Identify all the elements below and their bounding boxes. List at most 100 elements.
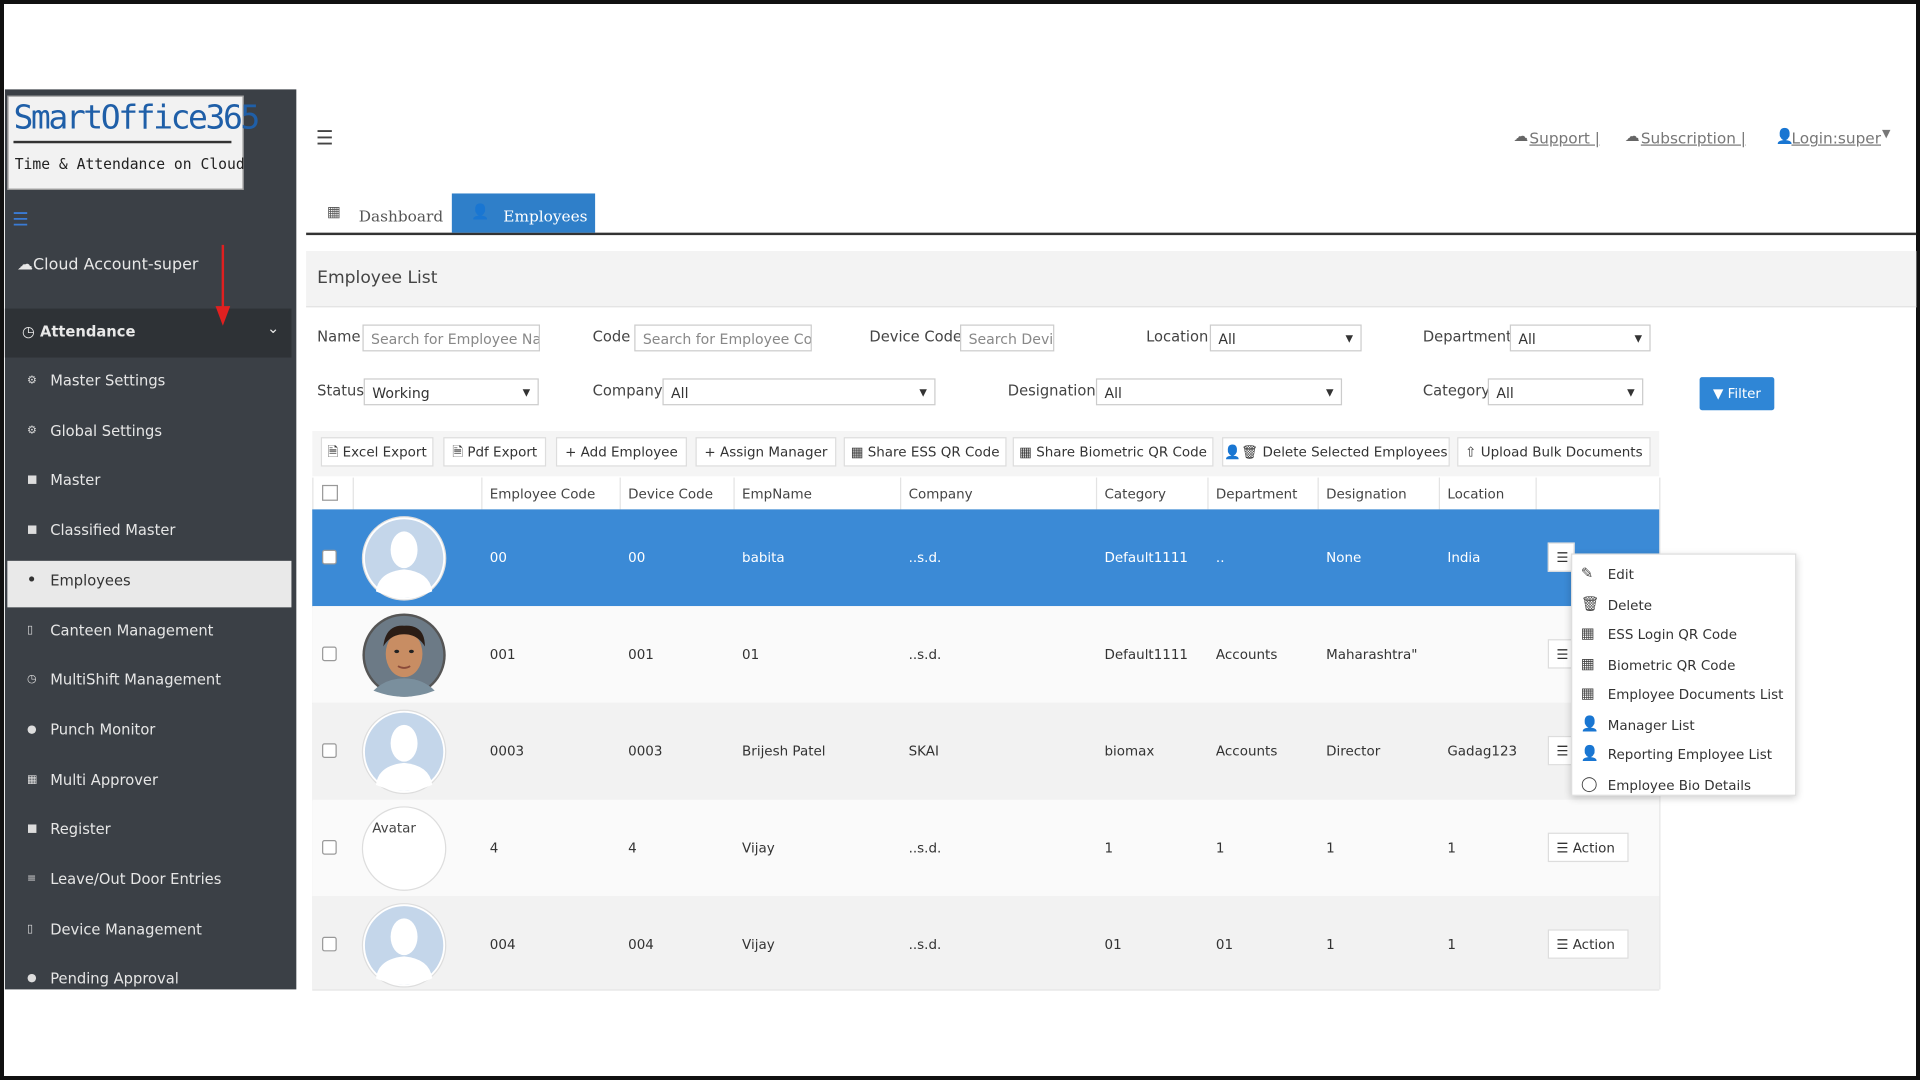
menu-item[interactable]: Punch Monitor: [50, 721, 156, 739]
row-checkbox[interactable]: [322, 936, 337, 952]
header-link[interactable]: Support |: [1529, 128, 1600, 147]
action-button[interactable]: ☰: [1547, 735, 1575, 766]
toolbar-button[interactable]: 👤🗑 Delete Selected Employees: [1222, 437, 1450, 467]
select-box[interactable]: All ▼: [1095, 378, 1343, 406]
toolbar-button[interactable]: + Add Employee: [555, 437, 687, 467]
action-menu-item[interactable]: ◯ Employee Bio Details: [1572, 771, 1795, 798]
toolbar-button[interactable]: 🗎 Pdf Export: [443, 437, 547, 467]
column-header: EmpName: [742, 486, 812, 503]
table-cell: 1: [1326, 840, 1335, 856]
main-toggle[interactable]: ☰: [315, 126, 334, 150]
logo: SmartOffice365 Time & Attendance on Clou…: [7, 95, 260, 190]
menu-icon: ≡: [26, 873, 37, 886]
tab[interactable]: 👤 Employees: [451, 193, 596, 233]
action-menu-item[interactable]: 🗑 Delete: [1572, 591, 1795, 618]
filter-button[interactable]: ▼ Filter: [1699, 377, 1775, 411]
header-link[interactable]: Login:super: [1791, 128, 1882, 147]
table-cell: 01: [742, 646, 760, 663]
action-icon: ☰: [1556, 936, 1573, 953]
filter-label: Device Code: [869, 328, 962, 346]
select-box[interactable]: Working ▼: [363, 378, 539, 406]
toolbar-button[interactable]: ▦ Share Biometric QR Code: [1012, 437, 1214, 467]
table-cell: India: [1447, 549, 1481, 566]
menu-item[interactable]: MultiShift Management: [50, 671, 222, 689]
table-row[interactable]: [312, 702, 1660, 801]
tab[interactable]: ▦ Dashboard: [321, 193, 447, 232]
action-menu-item[interactable]: 👤 Reporting Employee List: [1572, 741, 1795, 768]
button-icon: +: [704, 444, 721, 461]
menu-item[interactable]: Pending Approval: [50, 970, 179, 988]
select-box[interactable]: All ▼: [1487, 378, 1644, 406]
avatar: [361, 516, 447, 602]
toolbar-button[interactable]: ▦ Share ESS QR Code: [843, 437, 1007, 467]
section-bar[interactable]: ◷ Attendance ⌄: [4, 308, 292, 358]
filter-label: Designation: [1007, 382, 1096, 400]
action-button[interactable]: ☰ Action: [1547, 929, 1629, 959]
button-label: Share Biometric QR Code: [1036, 444, 1207, 461]
table-cell: 4: [628, 840, 637, 856]
action-menu-item[interactable]: ▦ Biometric QR Code: [1572, 651, 1795, 678]
select-box[interactable]: All ▼: [1209, 324, 1362, 352]
menu-item[interactable]: Master: [50, 471, 101, 490]
menu-item[interactable]: Classified Master: [50, 521, 176, 539]
menu-item[interactable]: Multi Approver: [50, 770, 158, 789]
menu-item[interactable]: Master Settings: [50, 372, 166, 390]
column-header: Designation: [1326, 486, 1407, 503]
row-checkbox[interactable]: [322, 646, 337, 662]
table-row[interactable]: [312, 896, 1660, 991]
menu-item[interactable]: Employees: [50, 571, 131, 589]
menu-item-label: ESS Login QR Code: [1607, 626, 1738, 643]
button-label: Upload Bulk Documents: [1480, 444, 1643, 461]
toolbar-button[interactable]: 🗎 Excel Export: [320, 437, 434, 467]
menu-item-label: Employee Documents List: [1607, 686, 1784, 703]
sidebar-toggle[interactable]: ☰: [12, 208, 29, 231]
button-icon: ▦: [850, 444, 868, 461]
menu-icon: ■: [26, 474, 38, 487]
search-input[interactable]: Search for Employee Code: [634, 324, 812, 352]
table-cell: 0003: [489, 743, 525, 760]
button-icon: 🗎: [452, 444, 468, 461]
menu-item[interactable]: Leave/Out Door Entries: [50, 870, 222, 888]
menu-item[interactable]: Canteen Management: [50, 621, 214, 639]
filter-label: Category: [1422, 382, 1491, 400]
table-cell: Default1111: [1104, 646, 1188, 663]
table-row[interactable]: [312, 509, 1660, 608]
row-checkbox[interactable]: [322, 840, 337, 855]
select-box[interactable]: All ▼: [1509, 324, 1651, 352]
menu-item[interactable]: Device Management: [50, 920, 202, 938]
menu-item[interactable]: Register: [50, 820, 111, 838]
button-icon: 👤🗑: [1224, 444, 1263, 461]
toolbar-button[interactable]: + Assign Manager: [695, 437, 837, 467]
menu-item[interactable]: Global Settings: [50, 422, 163, 440]
select-box[interactable]: All ▼: [662, 378, 936, 406]
action-menu-item[interactable]: ✎ Edit: [1572, 561, 1795, 588]
header-link-icon: ☁: [1513, 127, 1529, 145]
action-menu-item[interactable]: ▦ Employee Documents List: [1572, 681, 1795, 708]
action-button[interactable]: ☰: [1547, 639, 1575, 669]
tab-label: Employees: [503, 206, 588, 226]
search-input[interactable]: Search for Employee Name: [362, 324, 541, 352]
header-checkbox[interactable]: [322, 484, 338, 501]
sidebar: [4, 89, 297, 990]
tab-icon: 👤: [471, 203, 490, 221]
action-menu-item[interactable]: ▦ ESS Login QR Code: [1572, 621, 1795, 648]
header-link[interactable]: Subscription |: [1640, 128, 1746, 147]
table-cell: Brijesh Patel: [742, 743, 826, 760]
menu-item-icon: ✎: [1580, 564, 1594, 582]
row-checkbox[interactable]: [322, 743, 337, 758]
action-button[interactable]: ☰ Action: [1547, 832, 1629, 863]
account-name: Cloud Account-super: [33, 255, 199, 275]
logo-subtitle: Time & Attendance on Cloud: [14, 155, 245, 173]
action-menu-item[interactable]: 👤 Manager List: [1572, 711, 1795, 738]
cloud-account[interactable]: ☁Cloud Account-super: [17, 255, 199, 275]
header-link-icon: ☁: [1624, 127, 1640, 145]
table-row[interactable]: [312, 799, 1660, 898]
search-input[interactable]: Search Device Code: [960, 324, 1055, 352]
table-cell: babita: [742, 549, 785, 566]
logo-title: SmartOffice365: [13, 99, 260, 138]
toolbar-button[interactable]: ⇧ Upload Bulk Documents: [1457, 437, 1651, 467]
filter-value: All: [1496, 384, 1514, 402]
row-checkbox[interactable]: [322, 549, 337, 565]
table-row[interactable]: [312, 606, 1660, 705]
